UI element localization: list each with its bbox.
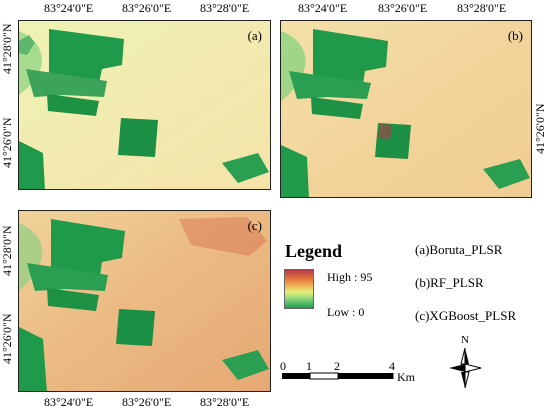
north-arrow-icon: N <box>445 334 485 392</box>
scale-label-0: 0 <box>280 359 286 373</box>
legend-title: Legend <box>285 241 343 261</box>
model-label-b: (b)RF_PLSR <box>415 275 484 290</box>
scale-label-1: 1 <box>306 359 312 373</box>
scale-unit-label: Km <box>397 370 415 384</box>
axis-top-label-a3: 83°28'0"E <box>200 1 250 15</box>
axis-top-label-a2: 83°26'0"E <box>122 1 172 15</box>
panel-c-tag: (c) <box>247 218 262 233</box>
model-label-c: (c)XGBoost_PLSR <box>415 308 517 323</box>
legend-low-label: Low : 0 <box>327 305 365 319</box>
axis-left-label-c2: 41°26'0"N <box>0 313 14 364</box>
axis-bottom-label-c3: 83°28'0"E <box>200 395 250 409</box>
axis-left-label-c1: 41°28'0"N <box>0 225 14 276</box>
panel-a-tag: (a) <box>247 28 262 43</box>
map-panel-b: (b) <box>280 20 532 198</box>
scale-label-2: 2 <box>334 359 340 373</box>
axis-top-label-a1: 83°24'0"E <box>44 1 94 15</box>
panel-b-tag: (b) <box>507 28 523 43</box>
axis-top-label-b2: 83°26'0"E <box>378 1 428 15</box>
legend-color-ramp <box>284 269 314 309</box>
axis-top-label-b1: 83°24'0"E <box>298 1 348 15</box>
axis-left-label-a2: 41°26'0"N <box>0 117 14 168</box>
axis-right-label-b1: 41°26'0"N <box>533 103 547 154</box>
north-arrow-letter: N <box>461 334 469 346</box>
map-panel-c: (c) <box>18 210 271 392</box>
axis-bottom-label-c1: 83°24'0"E <box>44 395 94 409</box>
scale-bar: 0 1 2 4 Km <box>280 360 422 391</box>
map-panel-a: (a) <box>18 20 271 190</box>
legend-high-label: High : 95 <box>327 270 373 284</box>
scale-label-4: 4 <box>389 359 395 373</box>
axis-left-label-a1: 41°28'0"N <box>0 23 14 74</box>
axis-bottom-label-c2: 83°26'0"E <box>122 395 172 409</box>
model-label-a: (a)Boruta_PLSR <box>415 242 503 257</box>
axis-top-label-b3: 83°28'0"E <box>457 1 507 15</box>
